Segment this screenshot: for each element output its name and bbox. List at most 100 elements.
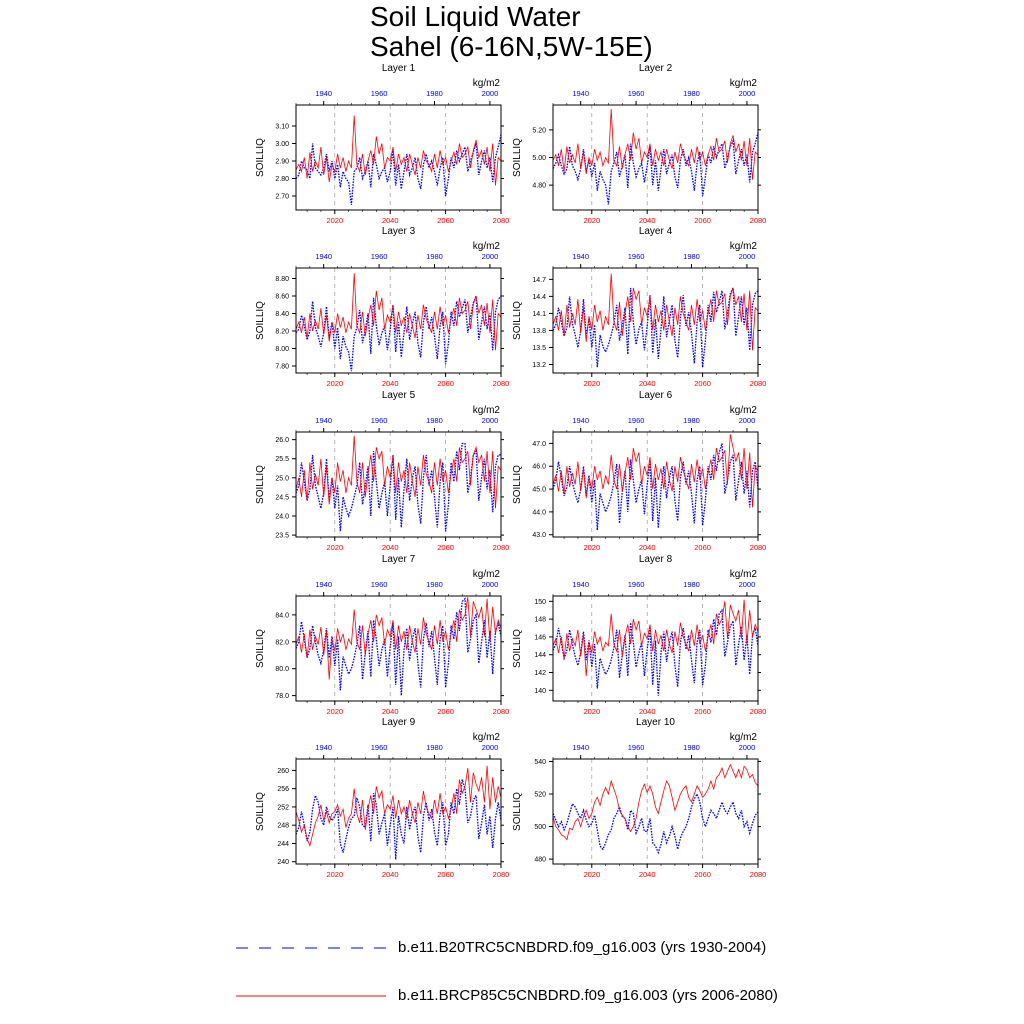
y-tick-label: 256 — [277, 786, 289, 793]
bottom-tick-label: 2060 — [694, 870, 711, 879]
plot-frame — [295, 431, 502, 538]
y-tick-label: 8.80 — [275, 276, 289, 283]
plot-frame — [295, 595, 502, 702]
y-tick-label: 24.5 — [275, 494, 289, 501]
top-tick-label: 1980 — [683, 252, 700, 261]
bottom-tick-label: 2040 — [639, 543, 656, 552]
y-tick-label: 248 — [277, 823, 289, 830]
bottom-tick-label: 2080 — [750, 543, 767, 552]
top-tick-label: 1980 — [426, 743, 443, 752]
plot-frame — [552, 595, 759, 702]
top-tick-label: 2000 — [482, 89, 499, 98]
top-tick-label: 1980 — [683, 580, 700, 589]
y-tick-label: 252 — [277, 804, 289, 811]
top-tick-label: 2000 — [482, 743, 499, 752]
y-tick-label: 13.2 — [532, 362, 546, 369]
panel-10: Layer 10 kg/m2 1940 1960 1980 2000 2020 2040 206… — [512, 717, 766, 879]
units-label: kg/m2 — [473, 241, 501, 252]
series-rcp85 — [552, 109, 759, 180]
bottom-tick-label: 2040 — [639, 216, 656, 225]
top-tick-label: 1960 — [371, 89, 388, 98]
bottom-tick-label: 2080 — [493, 216, 510, 225]
y-tick-label: 2.70 — [275, 194, 289, 201]
y-tick-label: 44.0 — [532, 509, 546, 516]
y-axis-title: SOILLIQ — [255, 465, 266, 504]
bottom-tick-label: 2080 — [750, 379, 767, 388]
y-tick-label: 540 — [534, 759, 546, 766]
y-tick-label: 140 — [534, 688, 546, 695]
bottom-tick-label: 2040 — [639, 870, 656, 879]
plot-frame — [552, 758, 759, 865]
series-rcp85 — [295, 115, 502, 186]
y-axis-title: SOILLIQ — [255, 138, 266, 177]
top-tick-label: 1940 — [315, 743, 332, 752]
y-tick-label: 84.0 — [275, 612, 289, 619]
panel-1: Layer 1 kg/m2 1940 1960 1980 2000 2020 2040 2060… — [255, 63, 509, 225]
series-rcp85 — [295, 435, 502, 509]
top-tick-label: 1980 — [426, 416, 443, 425]
series-historical — [552, 443, 759, 531]
y-axis-title: SOILLIQ — [255, 301, 266, 340]
series-rcp85 — [295, 273, 502, 351]
units-label: kg/m2 — [473, 405, 501, 416]
y-axis-title: SOILLIQ — [255, 792, 266, 831]
y-tick-label: 8.20 — [275, 329, 289, 336]
figure-subtitle: Sahel (6-16N,5W-15E) — [370, 31, 653, 62]
y-tick-label: 5.20 — [532, 127, 546, 134]
panel-title: Layer 4 — [639, 226, 673, 237]
bottom-tick-label: 2020 — [583, 379, 600, 388]
bottom-tick-label: 2040 — [639, 379, 656, 388]
series-historical — [552, 792, 759, 855]
bottom-tick-label: 2020 — [583, 707, 600, 716]
y-tick-label: 240 — [277, 859, 289, 866]
bottom-tick-label: 2080 — [493, 707, 510, 716]
units-label: kg/m2 — [730, 78, 758, 89]
y-tick-label: 14.4 — [532, 294, 546, 301]
y-tick-label: 2.80 — [275, 176, 289, 183]
series-historical — [295, 295, 502, 372]
top-tick-label: 1980 — [426, 252, 443, 261]
y-tick-label: 260 — [277, 768, 289, 775]
units-label: kg/m2 — [730, 569, 758, 580]
units-label: kg/m2 — [473, 569, 501, 580]
series-historical — [295, 597, 502, 696]
bottom-tick-label: 2060 — [694, 707, 711, 716]
series-rcp85 — [552, 434, 759, 508]
units-label: kg/m2 — [473, 78, 501, 89]
top-tick-label: 2000 — [739, 416, 756, 425]
top-tick-label: 1940 — [572, 580, 589, 589]
top-tick-label: 1960 — [628, 743, 645, 752]
top-tick-label: 1940 — [572, 743, 589, 752]
y-tick-label: 78.0 — [275, 693, 289, 700]
bottom-tick-label: 2040 — [382, 379, 399, 388]
series-historical — [295, 779, 502, 860]
y-tick-label: 14.7 — [532, 277, 546, 284]
top-tick-label: 1960 — [628, 416, 645, 425]
bottom-tick-label: 2060 — [437, 707, 454, 716]
top-tick-label: 1960 — [371, 252, 388, 261]
series-historical — [552, 285, 759, 368]
bottom-tick-label: 2040 — [639, 707, 656, 716]
y-tick-label: 82.0 — [275, 639, 289, 646]
y-axis-title: SOILLIQ — [512, 301, 523, 340]
y-axis-title: SOILLIQ — [512, 629, 523, 668]
top-tick-label: 2000 — [482, 580, 499, 589]
top-tick-label: 1960 — [628, 252, 645, 261]
bottom-tick-label: 2020 — [583, 216, 600, 225]
top-tick-label: 1980 — [683, 416, 700, 425]
y-tick-label: 5.00 — [532, 155, 546, 162]
bottom-tick-label: 2020 — [326, 870, 343, 879]
top-tick-label: 2000 — [739, 89, 756, 98]
top-tick-label: 2000 — [482, 416, 499, 425]
top-tick-label: 1940 — [315, 416, 332, 425]
bottom-tick-label: 2040 — [382, 216, 399, 225]
series-rcp85 — [552, 763, 759, 841]
y-tick-label: 244 — [277, 841, 289, 848]
y-axis-title: SOILLIQ — [512, 465, 523, 504]
panel-title: Layer 6 — [639, 390, 673, 401]
panel-2: Layer 2 kg/m2 1940 1960 1980 2000 2020 2040 2060… — [512, 63, 766, 225]
units-label: kg/m2 — [730, 405, 758, 416]
y-tick-label: 148 — [534, 617, 546, 624]
y-tick-label: 142 — [534, 670, 546, 677]
